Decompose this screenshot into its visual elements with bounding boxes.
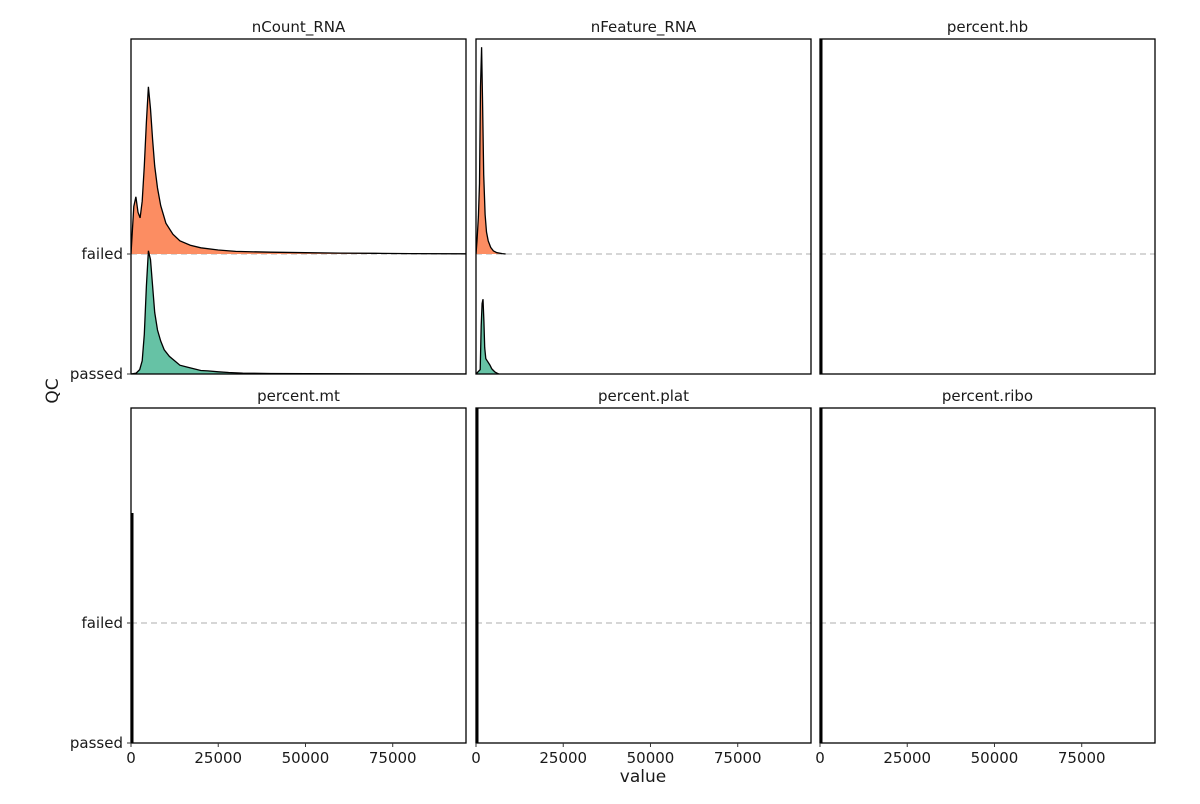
passed-ridge-line <box>131 250 466 374</box>
passed-ridge-fill <box>131 250 466 374</box>
facet-title: nCount_RNA <box>252 18 346 37</box>
passed-ridge-line <box>476 299 499 374</box>
y-tick-label: passed <box>70 734 123 752</box>
panel-border <box>475 38 812 375</box>
panel-border <box>819 38 1156 375</box>
failed-ridge-line <box>131 86 466 255</box>
facet-title: percent.ribo <box>942 387 1033 405</box>
facet-panel: nFeature_RNA <box>475 18 812 375</box>
x-tick-label: 0 <box>126 749 136 767</box>
x-tick-label: 0 <box>815 749 825 767</box>
passed-ridge-fill <box>476 299 499 374</box>
ridges <box>131 86 466 374</box>
facet-title: nFeature_RNA <box>591 18 697 37</box>
x-tick-label: 75000 <box>1058 749 1106 767</box>
panel-border <box>130 38 467 375</box>
y-tick-label: passed <box>70 365 123 383</box>
y-tick-label: failed <box>81 245 123 263</box>
x-tick-label: 75000 <box>714 749 762 767</box>
panel-border <box>130 407 467 744</box>
facet-panel: percent.hb <box>819 18 1156 375</box>
x-tick-label: 0 <box>471 749 481 767</box>
facet-title: percent.plat <box>598 387 689 405</box>
y-tick-label: failed <box>81 614 123 632</box>
facet-panel: percent.ribo 0 25000 50000 75000 <box>815 387 1156 767</box>
failed-ridge-line <box>476 47 506 255</box>
panel-border <box>819 407 1156 744</box>
x-tick-label: 25000 <box>539 749 587 767</box>
facet-panel: percent.plat 0 25000 50000 75000 <box>471 387 812 767</box>
x-tick-label: 50000 <box>282 749 330 767</box>
x-axis-title: value <box>620 767 666 787</box>
facet-title: percent.mt <box>257 387 340 405</box>
facet-title: percent.hb <box>947 18 1028 36</box>
x-tick-label: 50000 <box>971 749 1019 767</box>
x-tick-label: 25000 <box>194 749 242 767</box>
failed-ridge-fill <box>476 47 506 255</box>
panel-border <box>475 407 812 744</box>
facet-panel: percent.mt passed failed 0 25000 50000 75000 <box>70 387 467 767</box>
ridges <box>476 47 506 374</box>
x-tick-label: 50000 <box>627 749 675 767</box>
y-axis-title: QC <box>43 378 63 403</box>
failed-ridge-fill <box>131 86 466 254</box>
x-tick-label: 75000 <box>369 749 417 767</box>
x-tick-label: 25000 <box>883 749 931 767</box>
